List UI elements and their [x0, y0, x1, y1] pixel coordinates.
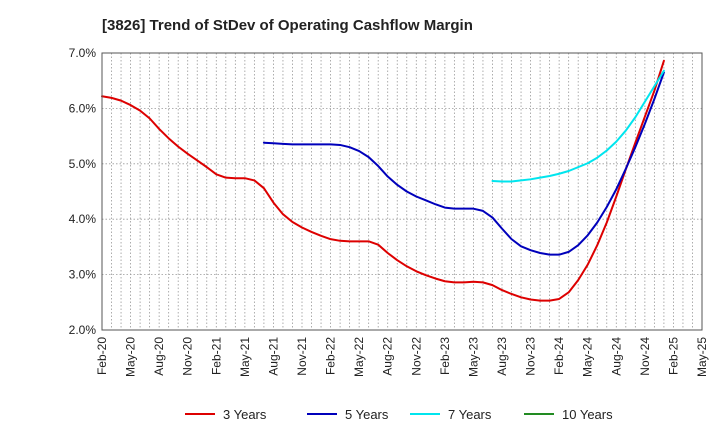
series-lines [101, 59, 665, 302]
x-tick-label: May-21 [238, 337, 252, 377]
x-tick-label: Nov-21 [295, 337, 309, 376]
legend-label: 3 Years [223, 407, 267, 422]
x-tick-label: May-20 [124, 337, 138, 377]
x-tick-label: Feb-24 [552, 337, 566, 375]
grid-lines [101, 52, 703, 331]
x-tick-label: Aug-23 [495, 337, 509, 376]
x-tick-label: Feb-22 [324, 337, 338, 375]
y-tick-label: 7.0% [69, 46, 97, 60]
chart-title: [3826] Trend of StDev of Operating Cashf… [102, 17, 473, 34]
x-tick-label: Nov-23 [524, 337, 538, 376]
plot-area [102, 53, 702, 330]
plot-border [101, 52, 703, 331]
y-tick-label: 6.0% [69, 101, 97, 115]
x-tick-label: Aug-21 [266, 337, 280, 376]
x-tick-label: Aug-20 [152, 337, 166, 376]
x-tick-label: Nov-24 [638, 337, 652, 376]
legend-label: 7 Years [448, 407, 492, 422]
x-tick-label: May-25 [695, 337, 709, 377]
series-line-7-years [491, 69, 665, 183]
legend-item-7-years: 7 Years [410, 407, 492, 422]
y-tick-label: 5.0% [69, 157, 97, 171]
x-tick-label: Feb-25 [666, 337, 680, 375]
x-tick-label: May-23 [466, 337, 480, 377]
x-tick-label: Feb-21 [209, 337, 223, 375]
series-line-5-years [262, 71, 665, 256]
x-tick-label: May-22 [352, 337, 366, 377]
y-tick-label: 3.0% [69, 268, 97, 282]
legend-item-3-years: 3 Years [185, 407, 267, 422]
x-tick-label: Feb-23 [438, 337, 452, 375]
x-tick-label: Aug-24 [609, 337, 623, 376]
legend-item-10-years: 10 Years [524, 407, 613, 422]
x-tick-label: Aug-22 [381, 337, 395, 376]
y-tick-label: 2.0% [69, 323, 97, 337]
legend-item-5-years: 5 Years [307, 407, 389, 422]
x-tick-label: Nov-22 [409, 337, 423, 376]
x-tick-label: May-24 [581, 337, 595, 377]
axes: 2.0% 3.0% 4.0% 5.0% 6.0% 7.0% Feb-20 May-20 Aug-… [69, 46, 709, 377]
legend: 3 Years 5 Years 7 Years 10 Years [185, 407, 613, 422]
x-tick-label: Nov-20 [181, 337, 195, 376]
plot-background [102, 53, 702, 330]
y-tick-label: 4.0% [69, 212, 97, 226]
legend-label: 10 Years [562, 407, 613, 422]
x-tick-label: Feb-20 [95, 337, 109, 375]
legend-label: 5 Years [345, 407, 389, 422]
series-line-3-years [101, 59, 665, 302]
